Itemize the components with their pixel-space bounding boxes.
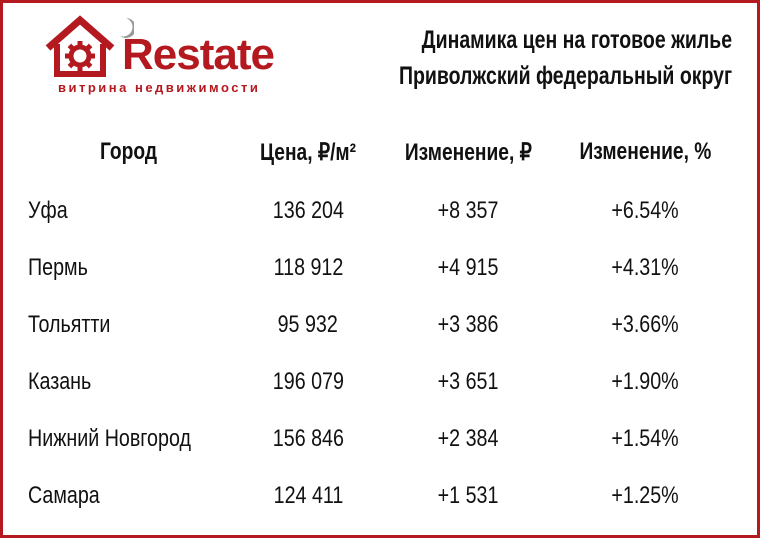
cell-city: Самара	[28, 481, 100, 509]
table-body: Уфа 136 204 +8 357 +6.54% Пермь 118 912 +4 915…	[28, 182, 738, 524]
column-header-price: Цена, ₽/м²	[259, 138, 357, 166]
column-header-change-rub: Изменение, ₽	[404, 138, 532, 166]
column-header-city: Город	[100, 138, 158, 165]
brand-name: Restate	[122, 30, 275, 79]
cell-price: 156 846	[272, 424, 344, 452]
table-row: Самара 124 411 +1 531 +1.25%	[28, 467, 738, 524]
cell-city: Уфа	[28, 196, 68, 224]
cell-change-rub: +4 915	[437, 253, 499, 281]
table-row: Тольятти 95 932 +3 386 +3.66%	[28, 296, 738, 353]
restate-logo: Restate витрина недвижимости	[44, 14, 304, 100]
cell-change-rub: +3 386	[437, 310, 499, 338]
cell-city: Пермь	[28, 253, 88, 281]
cell-change-pct: +3.66%	[611, 310, 680, 338]
cell-city: Казань	[28, 367, 92, 395]
table-row: Нижний Новгород 156 846 +2 384 +1.54%	[28, 410, 738, 467]
table-row: Казань 196 079 +3 651 +1.90%	[28, 353, 738, 410]
cell-price: 118 912	[273, 253, 343, 281]
cell-change-rub: +2 384	[437, 424, 499, 452]
brand-tagline: витрина недвижимости	[58, 80, 261, 95]
title-line-1: Динамика цен на готовое жилье	[421, 26, 732, 54]
cell-price: 124 411	[273, 481, 343, 509]
cell-price: 196 079	[272, 367, 344, 395]
cell-city: Тольятти	[28, 310, 111, 338]
table-header-row: Город Цена, ₽/м² Изменение, ₽ Изменение,…	[28, 122, 738, 182]
title-line-2: Приволжский федеральный округ	[398, 62, 732, 90]
cell-price: 95 932	[277, 310, 339, 338]
chart-title: Динамика цен на готовое жилье Приволжски…	[399, 22, 732, 94]
table-row: Уфа 136 204 +8 357 +6.54%	[28, 182, 738, 239]
house-gear-icon	[45, 15, 134, 77]
cell-price: 136 204	[272, 196, 344, 224]
cell-change-rub: +1 531	[437, 481, 499, 509]
cell-change-pct: +1.25%	[611, 481, 680, 509]
cell-change-pct: +1.54%	[611, 424, 680, 452]
cell-change-pct: +4.31%	[611, 253, 680, 281]
cell-change-rub: +8 357	[437, 196, 499, 224]
price-table: Город Цена, ₽/м² Изменение, ₽ Изменение,…	[28, 122, 738, 524]
cell-city: Нижний Новгород	[28, 424, 191, 452]
cell-change-pct: +6.54%	[611, 196, 680, 224]
cell-change-pct: +1.90%	[611, 367, 680, 395]
cell-change-rub: +3 651	[437, 367, 499, 395]
column-header-change-pct: Изменение, %	[579, 138, 712, 165]
table-row: Пермь 118 912 +4 915 +4.31%	[28, 239, 738, 296]
